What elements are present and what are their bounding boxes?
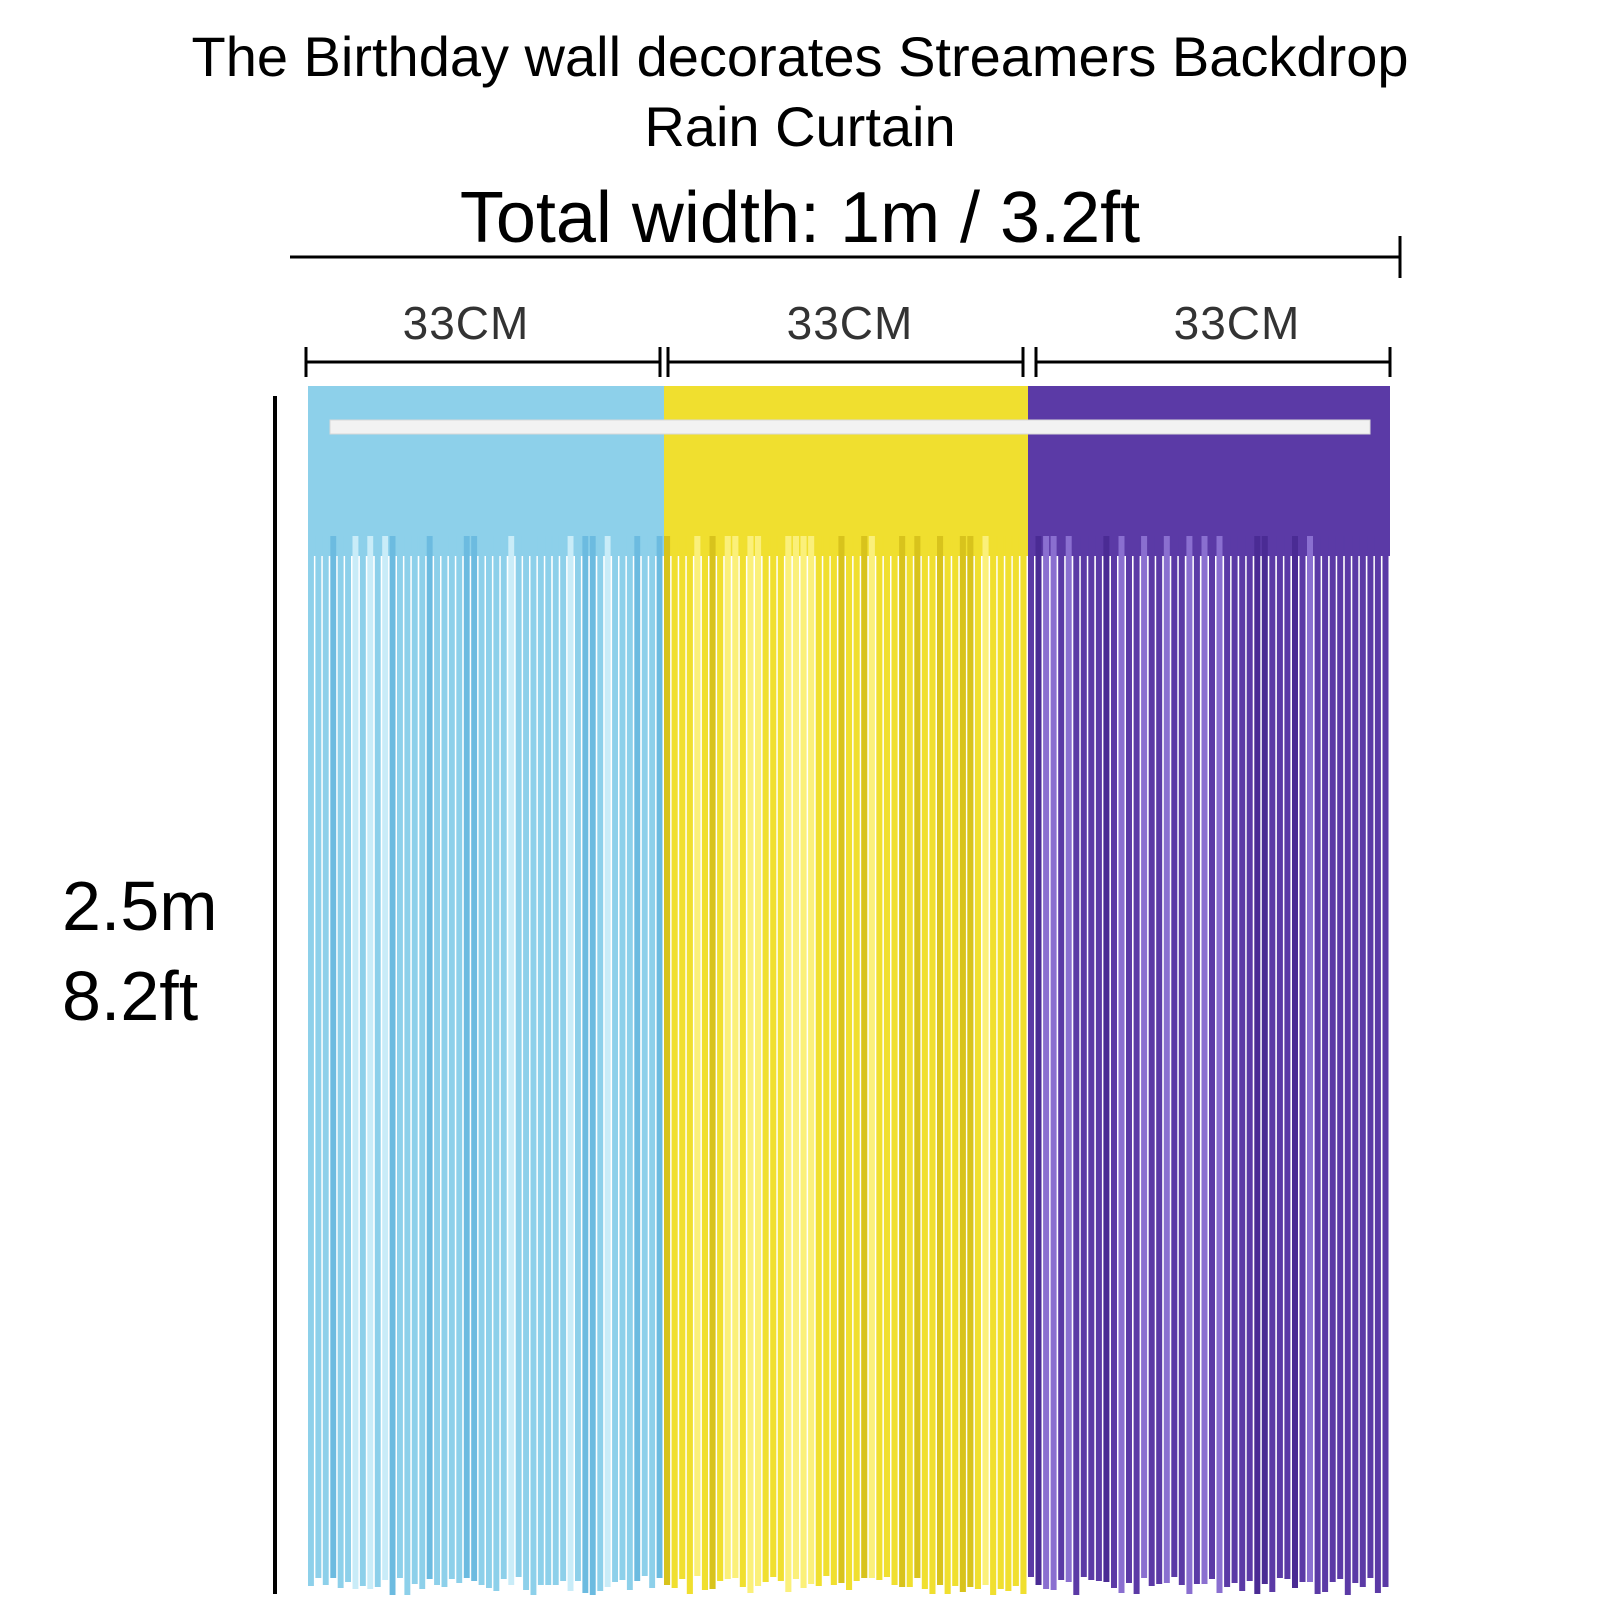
blue-curtain-panel — [308, 386, 664, 1595]
product-title-line-1: The Birthday wall decorates Streamers Ba… — [191, 25, 1409, 88]
segment-dimension-1 — [304, 347, 662, 377]
total-width-label: Total width: 1m / 3.2ft — [459, 178, 1141, 258]
curtain-header-strip — [329, 419, 1371, 435]
segment-label-3: 33CM — [1173, 297, 1301, 349]
segment-label-2: 33CM — [786, 297, 914, 349]
yellow-curtain-panel — [664, 386, 1028, 1595]
fringe-curtain-illustration — [308, 386, 1390, 1595]
product-title-line-2: Rain Curtain — [644, 95, 956, 158]
segment-dimension-2 — [666, 347, 1025, 377]
height-label-feet: 8.2ft — [62, 957, 199, 1035]
segment-label-1: 33CM — [402, 297, 530, 349]
height-label-meters: 2.5m — [62, 867, 218, 945]
purple-curtain-panel — [1028, 386, 1390, 1595]
segment-dimension-3 — [1034, 347, 1392, 377]
